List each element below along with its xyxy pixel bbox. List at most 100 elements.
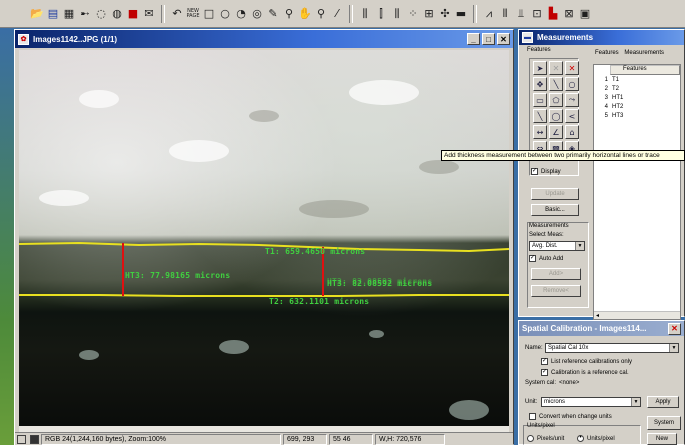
update-button[interactable]: Update bbox=[531, 188, 579, 200]
list-ref-checkbox-box[interactable]: ✓ bbox=[541, 358, 548, 365]
area-tool-icon[interactable]: ⌂ bbox=[565, 125, 579, 139]
image-horizontal-scrollbar[interactable] bbox=[19, 426, 509, 432]
image-speck bbox=[419, 160, 459, 174]
list-item[interactable]: 3 HT1 bbox=[604, 94, 624, 101]
measurements-titlebar[interactable]: ▬ Measurements bbox=[519, 30, 684, 45]
calibration-name-dropdown[interactable]: Spatial Cal 10x ▼ bbox=[545, 343, 679, 353]
basic-button[interactable]: Basic... bbox=[531, 204, 579, 216]
list-item[interactable]: 1 T1 bbox=[604, 76, 620, 83]
ht3-right-label: HT3: 82.08592 microns bbox=[327, 279, 433, 288]
features-list-scrollbar[interactable]: ◂ bbox=[594, 311, 680, 319]
pen-icon[interactable]: ✎ bbox=[268, 7, 278, 20]
trace-tool-icon[interactable]: ⤳ bbox=[565, 93, 579, 107]
apply-button[interactable]: Apply bbox=[647, 396, 679, 408]
calibrate-icon[interactable]: ⩘ bbox=[485, 6, 493, 20]
features-list-header[interactable]: Features bbox=[610, 65, 680, 75]
new-button[interactable]: New bbox=[647, 433, 677, 445]
circle-tool-icon[interactable]: ○ bbox=[565, 77, 579, 91]
units-pixel-radio-button[interactable]: • bbox=[577, 435, 584, 442]
calibration-name-value: Spatial Cal 10x bbox=[548, 345, 589, 351]
convert-units-checkbox-box[interactable] bbox=[529, 413, 536, 420]
close-button[interactable]: ✕ bbox=[497, 33, 510, 45]
chart-icon[interactable]: ⊡ bbox=[532, 7, 542, 20]
units-pixel-radio[interactable]: • Units/pixel bbox=[577, 435, 615, 442]
bars-icon[interactable]: ⫼ bbox=[362, 6, 368, 20]
list-item[interactable]: 4 HT2 bbox=[604, 103, 624, 110]
auto-add-checkbox[interactable]: ✓ Auto Add bbox=[529, 255, 563, 262]
tab-measurements[interactable]: Measurements bbox=[624, 50, 665, 56]
minimize-button[interactable]: _ bbox=[467, 33, 480, 45]
list-item[interactable]: 5 HT3 bbox=[604, 112, 624, 119]
diagonal-tool-icon[interactable]: ╲ bbox=[533, 109, 547, 123]
polygon-tool-icon[interactable]: ⬠ bbox=[549, 93, 563, 107]
window-icon[interactable]: ▣ bbox=[579, 7, 591, 20]
magnifier-icon[interactable]: ⚲ bbox=[284, 7, 294, 20]
scatter-icon[interactable]: ⁘ bbox=[408, 7, 418, 20]
chevron-down-icon[interactable]: ▼ bbox=[631, 398, 640, 406]
line-icon[interactable]: ╲ bbox=[549, 77, 563, 91]
rectangle-tool-icon[interactable]: ▭ bbox=[533, 93, 547, 107]
auto-add-checkbox-box[interactable]: ✓ bbox=[529, 255, 536, 262]
multi-bar-icon[interactable]: ⫼ bbox=[394, 6, 400, 20]
app-icon[interactable]: ⊠ bbox=[564, 7, 574, 20]
pixels-unit-radio[interactable]: Pixels/unit bbox=[527, 435, 564, 442]
save-icon[interactable]: ▤ bbox=[47, 7, 59, 20]
chevron-down-icon[interactable]: ▼ bbox=[575, 242, 584, 250]
panel-icon[interactable]: ▬ bbox=[455, 7, 467, 20]
convert-units-checkbox[interactable]: Convert when change units bbox=[529, 413, 612, 420]
list-item[interactable]: 2 T2 bbox=[604, 85, 620, 92]
measure-icon[interactable]: ⫴ bbox=[502, 6, 508, 20]
calibration-titlebar[interactable]: Spatial Calibration - Images114... ✕ bbox=[519, 321, 684, 336]
maximize-button[interactable]: □ bbox=[482, 33, 495, 45]
unit-dropdown[interactable]: microns ▼ bbox=[541, 397, 641, 407]
circle-icon[interactable]: ○ bbox=[220, 7, 230, 20]
pixels-unit-radio-button[interactable] bbox=[527, 435, 534, 442]
open-icon[interactable]: 📂 bbox=[30, 7, 44, 20]
delete-x-icon[interactable]: ✕ bbox=[565, 61, 579, 75]
micrograph-image[interactable]: T1: 659.4650 microns HT3: 77.98165 micro… bbox=[19, 50, 509, 426]
grid-plot-icon[interactable]: ⊞ bbox=[424, 7, 434, 20]
envelope-icon[interactable]: ✉ bbox=[144, 7, 154, 20]
select-meas-dropdown[interactable]: Avg. Dist. ▼ bbox=[529, 241, 585, 251]
list-ref-checkbox[interactable]: ✓ List reference calibrations only bbox=[541, 358, 632, 365]
target-icon[interactable]: ◎ bbox=[252, 7, 262, 20]
arrow-back-icon[interactable]: ↶ bbox=[172, 7, 182, 20]
system-button[interactable]: System bbox=[647, 416, 681, 430]
is-ref-checkbox[interactable]: ✓ Calibration is a reference cal. bbox=[541, 369, 629, 376]
arrow-icon[interactable]: ➸ bbox=[80, 7, 90, 20]
stack-icon[interactable]: ⫫ bbox=[517, 6, 525, 20]
calibration-close-button[interactable]: ✕ bbox=[668, 322, 681, 335]
distance-tool-icon[interactable]: ↔ bbox=[533, 125, 547, 139]
ring-tool-icon[interactable]: ◯ bbox=[549, 109, 563, 123]
chevron-down-icon[interactable]: ▼ bbox=[669, 344, 678, 352]
add-button[interactable]: Add> bbox=[531, 268, 581, 280]
ht3-left-label: HT3: 77.98165 microns bbox=[125, 271, 231, 280]
angle-tool-icon[interactable]: ∠ bbox=[549, 125, 563, 139]
image-window-titlebar[interactable]: ✿ Images1142..JPG (1/1) _ □ ✕ bbox=[15, 30, 513, 48]
status-frame-icon bbox=[17, 434, 26, 444]
angle-open-icon[interactable]: < bbox=[565, 109, 579, 123]
hand-icon[interactable]: ✋ bbox=[298, 7, 312, 20]
remove-button[interactable]: Remove< bbox=[531, 285, 581, 297]
pie-icon[interactable]: ◔ bbox=[236, 7, 246, 20]
sparkle-icon[interactable]: ✣ bbox=[440, 7, 450, 20]
rectangle-icon[interactable]: □ bbox=[203, 7, 215, 20]
grid-icon[interactable]: ▦ bbox=[63, 7, 75, 20]
select-arrow-icon[interactable]: ➤ bbox=[533, 61, 547, 75]
measurements-app-icon: ▬ bbox=[522, 32, 533, 43]
zoom-icon[interactable]: ⚲ bbox=[316, 7, 326, 20]
dropper-icon[interactable]: ⁄ bbox=[336, 7, 338, 20]
new-page-icon[interactable]: NEW PAGE bbox=[186, 7, 200, 19]
is-ref-checkbox-box[interactable]: ✓ bbox=[541, 369, 548, 376]
cross-gray-icon[interactable]: ✕ bbox=[549, 61, 563, 75]
move-icon[interactable]: ✥ bbox=[533, 77, 547, 91]
lasso-icon[interactable]: ◌ bbox=[96, 7, 106, 20]
display-checkbox[interactable]: ✓ Display bbox=[531, 168, 561, 175]
ring-icon[interactable]: ◍ bbox=[112, 7, 122, 20]
features-list[interactable]: Features 1 T1 2 T2 3 HT1 4 HT2 5 HT3 ◂ bbox=[593, 64, 681, 320]
report-icon[interactable]: ▙ bbox=[548, 7, 558, 20]
histogram-icon[interactable]: ⫿ bbox=[379, 6, 383, 20]
red-box-icon[interactable]: ■ bbox=[127, 7, 139, 20]
tab-features[interactable]: Features bbox=[595, 50, 619, 56]
display-checkbox-box[interactable]: ✓ bbox=[531, 168, 538, 175]
